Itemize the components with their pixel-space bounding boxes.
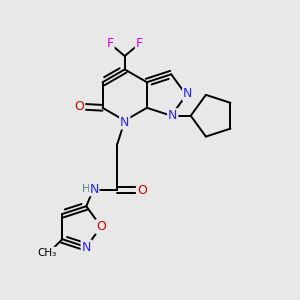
Text: N: N [168, 109, 177, 122]
Text: CH₃: CH₃ [38, 248, 57, 258]
Text: O: O [96, 220, 106, 233]
Text: H: H [81, 184, 90, 194]
Text: N: N [82, 241, 91, 254]
Text: O: O [137, 184, 147, 196]
Text: N: N [183, 87, 193, 100]
Text: N: N [120, 116, 129, 129]
Text: F: F [106, 37, 114, 50]
Text: O: O [74, 100, 84, 113]
Text: N: N [90, 183, 99, 196]
Text: F: F [136, 37, 143, 50]
